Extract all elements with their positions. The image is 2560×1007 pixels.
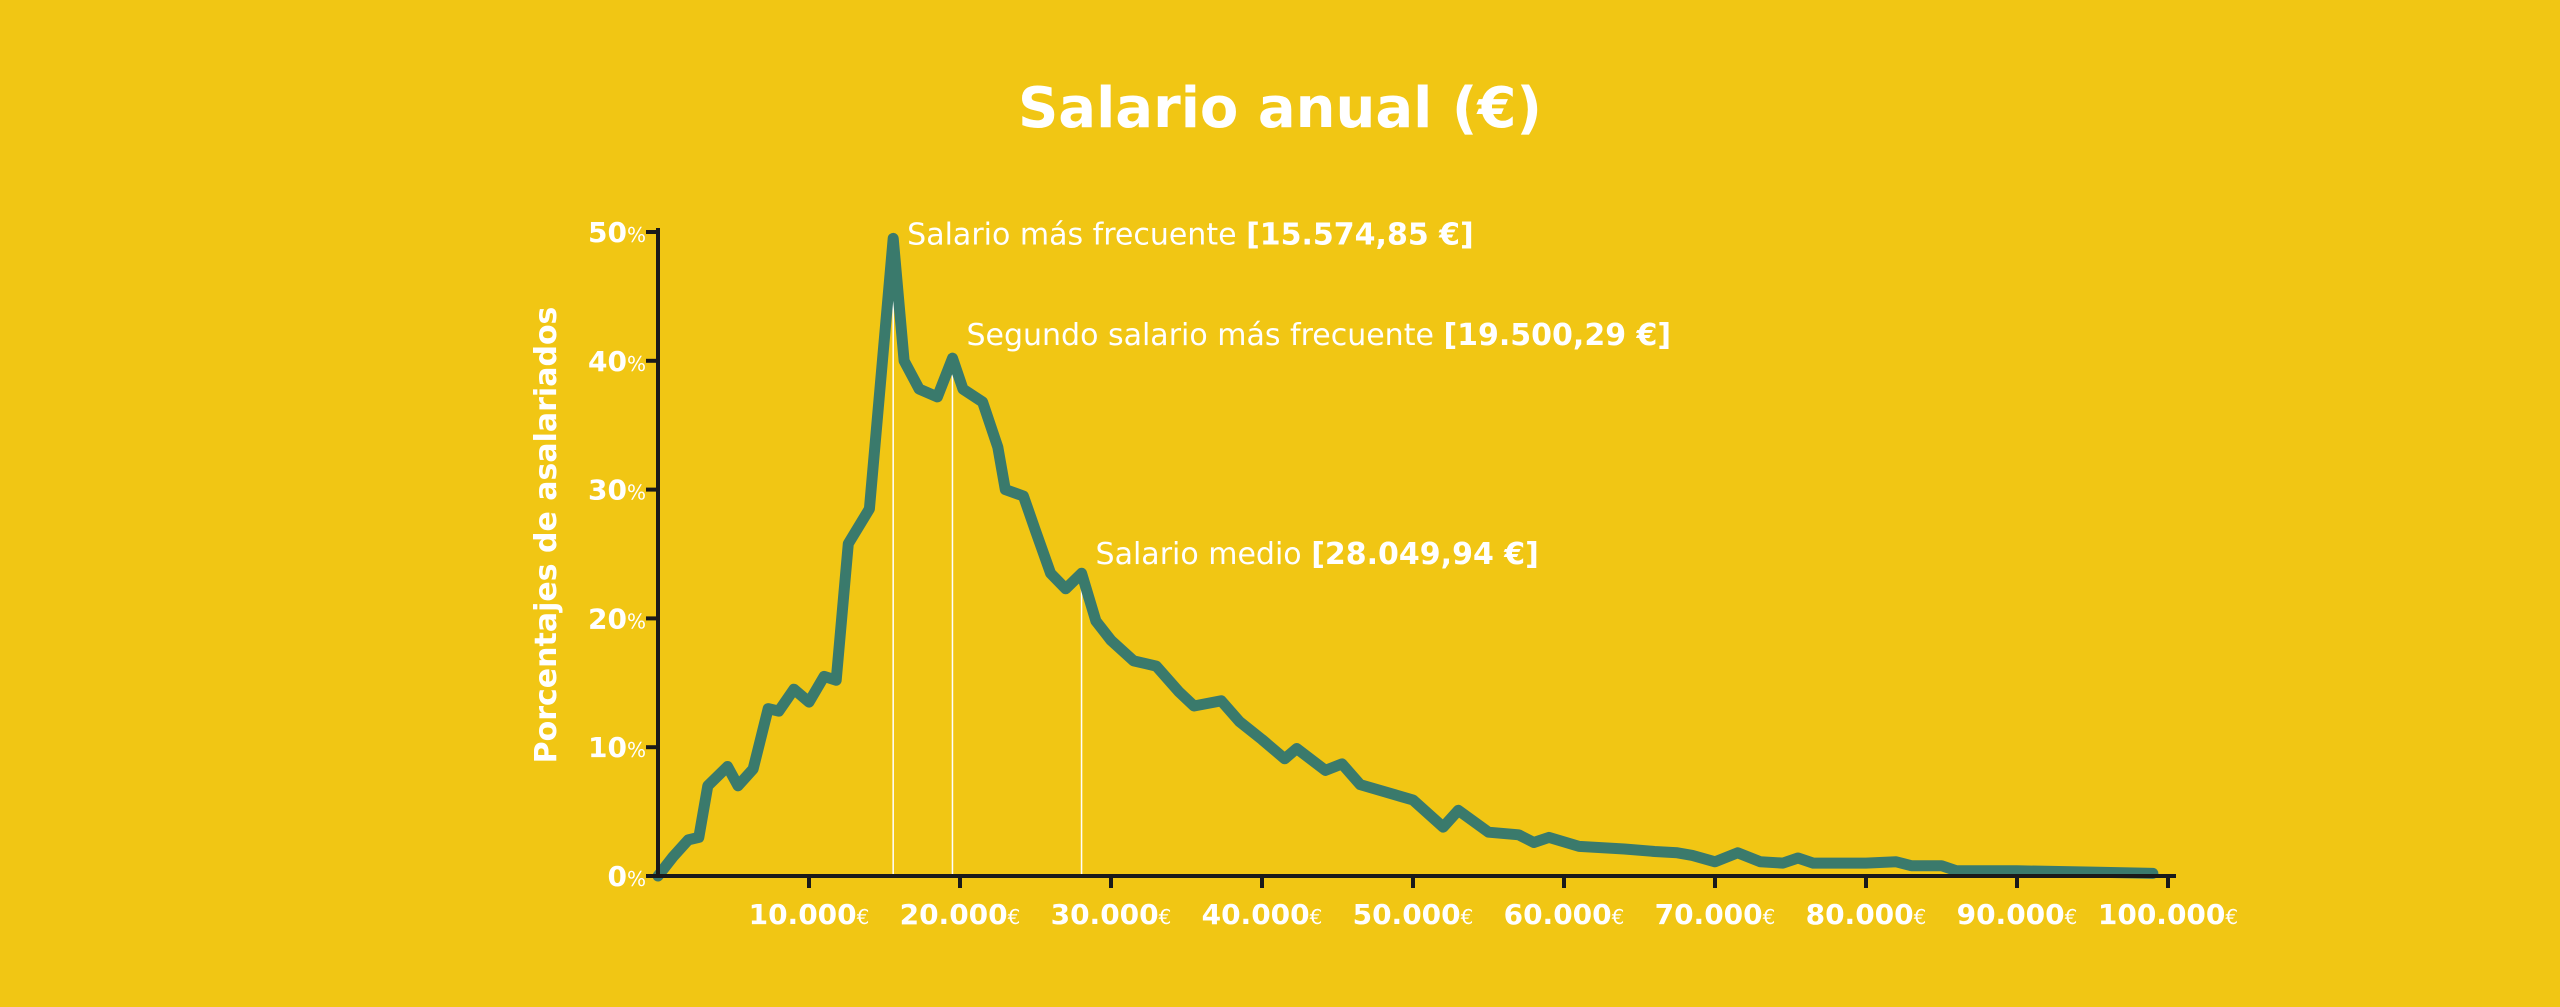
annotations: Salario más frecuente [15.574,85 €] Segun… <box>907 218 1671 572</box>
x-ticks: 10.000€ 20.000€ 30.000€ 40.000€ 50.000€ 60.00… <box>749 876 2238 931</box>
x-tick-label-6: 70.000€ <box>1655 898 1776 931</box>
annotation-value-1: [19.500,29 €] <box>1443 318 1671 353</box>
x-tick-label-1: 20.000€ <box>900 898 1021 931</box>
x-tick-label-2: 30.000€ <box>1051 898 1172 931</box>
annotation-0: Salario más frecuente [15.574,85 €] <box>907 218 1474 253</box>
series-layer <box>652 232 2159 882</box>
annotation-value-2: [28.049,94 €] <box>1311 537 1539 572</box>
x-tick-label-8: 90.000€ <box>1957 898 2078 931</box>
x-tick-label-0: 10.000€ <box>749 898 870 931</box>
series-line-0 <box>652 232 2159 882</box>
annotation-label-0: Salario más frecuente <box>907 218 1246 253</box>
y-ticks: 0% 10% 20% 30% 40% 50% <box>588 216 658 893</box>
chart-title: Salario anual (€) <box>1018 76 1542 141</box>
y-tick-label-0: 0% <box>608 860 647 893</box>
annotation-1: Segundo salario más frecuente [19.500,29… <box>966 318 1671 353</box>
x-tick-label-4: 50.000€ <box>1353 898 1474 931</box>
axes <box>656 228 2176 878</box>
x-tick-label-7: 80.000€ <box>1806 898 1927 931</box>
y-tick-label-3: 30% <box>588 474 646 507</box>
y-axis-label: Porcentajes de asalariados <box>529 307 564 764</box>
y-tick-label-5: 50% <box>588 216 646 249</box>
annotation-value-0: [15.574,85 €] <box>1246 218 1474 253</box>
y-tick-label-1: 10% <box>588 731 646 764</box>
y-tick-label-2: 20% <box>588 602 646 635</box>
x-tick-label-9: 100.000€ <box>2098 898 2238 931</box>
y-tick-label-4: 40% <box>588 345 646 378</box>
annotation-label-2: Salario medio <box>1096 537 1312 572</box>
annotation-label-1: Segundo salario más frecuente <box>966 318 1443 353</box>
annotation-2: Salario medio [28.049,94 €] <box>1096 537 1539 572</box>
reference-lines <box>892 238 1083 876</box>
x-tick-label-3: 40.000€ <box>1202 898 1323 931</box>
x-tick-label-5: 60.000€ <box>1504 898 1625 931</box>
